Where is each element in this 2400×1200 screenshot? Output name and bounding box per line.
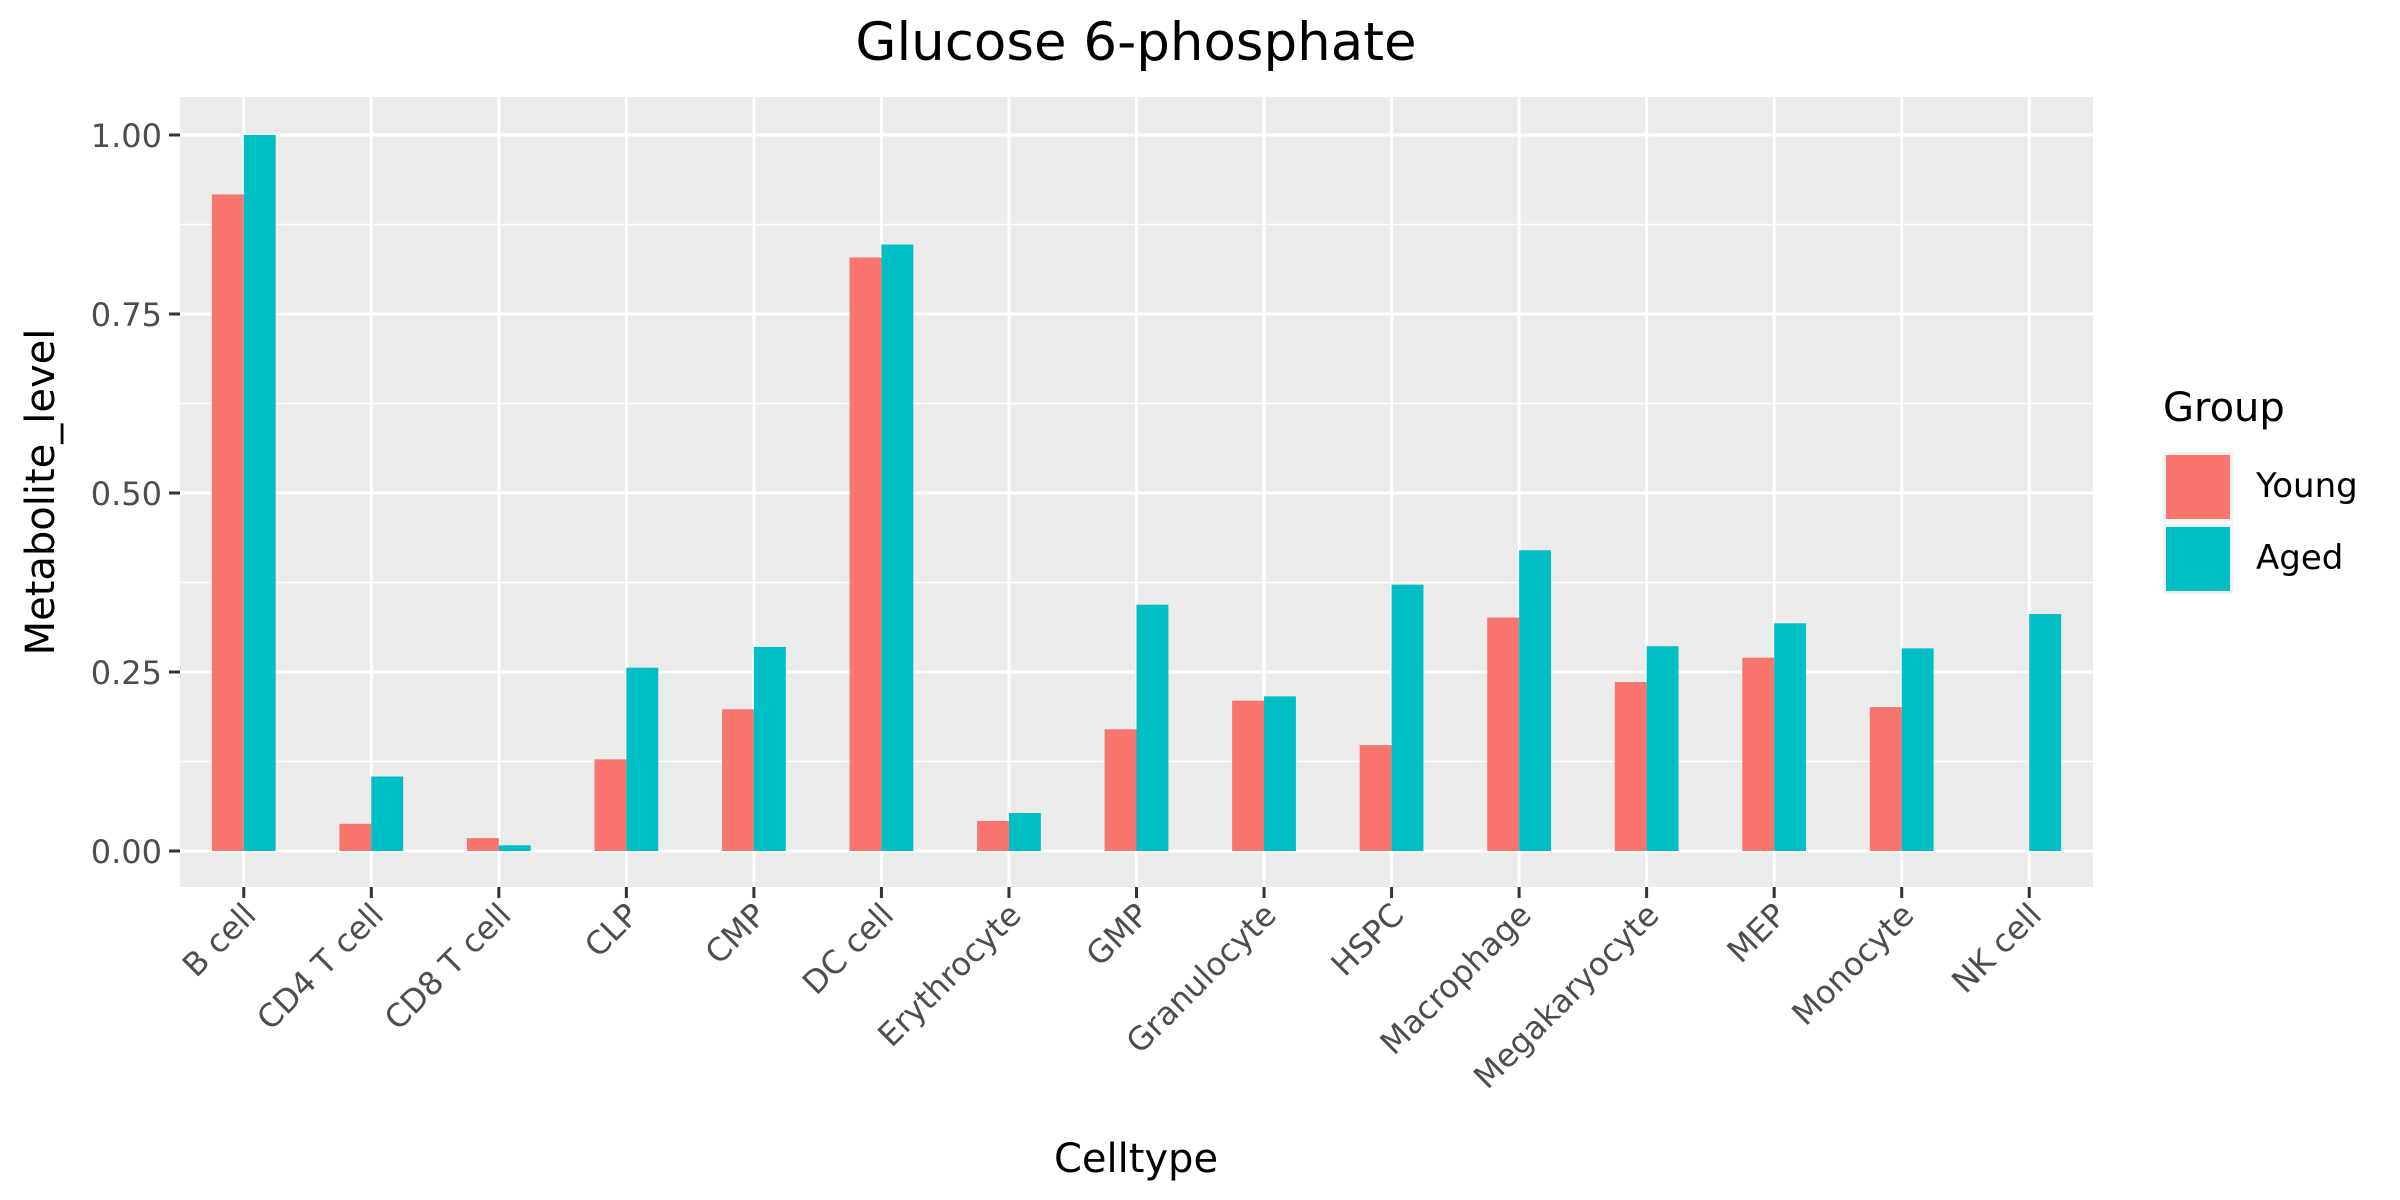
legend-label-aged: Aged: [2256, 538, 2343, 578]
legend-key-aged: [2166, 527, 2230, 591]
y-tick-label: 0.50: [91, 475, 162, 513]
x-tick-label: GMP: [1079, 896, 1157, 974]
bar-aged: [1264, 696, 1296, 851]
bars: [211, 135, 2062, 852]
bar-aged: [1391, 584, 1424, 851]
bar-young: [1742, 657, 1775, 851]
bar-young: [1614, 682, 1647, 851]
y-tick-label: 0.75: [91, 296, 162, 334]
bar-aged: [1519, 550, 1551, 851]
x-tick-label: NK cell: [1944, 896, 2049, 1001]
x-axis-title: Celltype: [1054, 1136, 1218, 1182]
y-tick-label: 0.25: [91, 654, 162, 692]
x-tick-label: Monocyte: [1784, 896, 1921, 1033]
bar-young: [1359, 745, 1392, 851]
bar-aged: [243, 135, 276, 851]
legend: Group Young Aged: [2163, 385, 2358, 594]
bar-young: [339, 823, 372, 851]
y-axis-title: Metabolite_level: [18, 329, 64, 656]
bar-young: [977, 820, 1009, 851]
y-tick-label: 0.00: [91, 833, 162, 871]
legend-key-young: [2166, 455, 2230, 519]
bar-young: [211, 194, 244, 852]
bar-aged: [753, 646, 786, 851]
bar-young: [594, 759, 627, 851]
bar-young: [849, 257, 882, 851]
bar-aged: [1136, 604, 1169, 851]
bar-aged: [1901, 648, 1934, 851]
bar-aged: [881, 244, 914, 852]
x-tick-label: MEP: [1719, 896, 1793, 970]
bar-young: [1487, 617, 1520, 851]
y-axis: 0.00 0.25 0.50 0.75 1.00: [91, 117, 180, 871]
bar-aged: [626, 667, 659, 851]
bar-aged: [498, 845, 531, 851]
bar-aged: [371, 776, 404, 851]
legend-title: Group: [2163, 385, 2285, 431]
bar-young: [466, 838, 499, 851]
bar-aged: [2029, 614, 2062, 851]
bar-young: [1232, 700, 1265, 851]
x-tick-label: CLP: [577, 896, 646, 965]
bar-aged: [1646, 646, 1679, 851]
bar-young: [722, 709, 754, 851]
legend-label-young: Young: [2255, 466, 2358, 506]
chart-title: Glucose 6-phosphate: [855, 12, 1416, 73]
x-tick-label: HSPC: [1324, 896, 1412, 984]
bar-young: [1104, 729, 1137, 851]
x-tick-label: CMP: [698, 896, 774, 972]
bar-aged: [1774, 623, 1807, 851]
x-tick-label: B cell: [175, 896, 264, 985]
x-tick-label: CD4 T cell: [249, 896, 391, 1038]
x-tick-label: DC cell: [795, 896, 901, 1002]
x-tick-label: CD8 T cell: [377, 896, 519, 1038]
bar-aged: [1008, 813, 1041, 851]
bar-young: [1869, 707, 1902, 851]
y-tick-label: 1.00: [91, 117, 162, 155]
